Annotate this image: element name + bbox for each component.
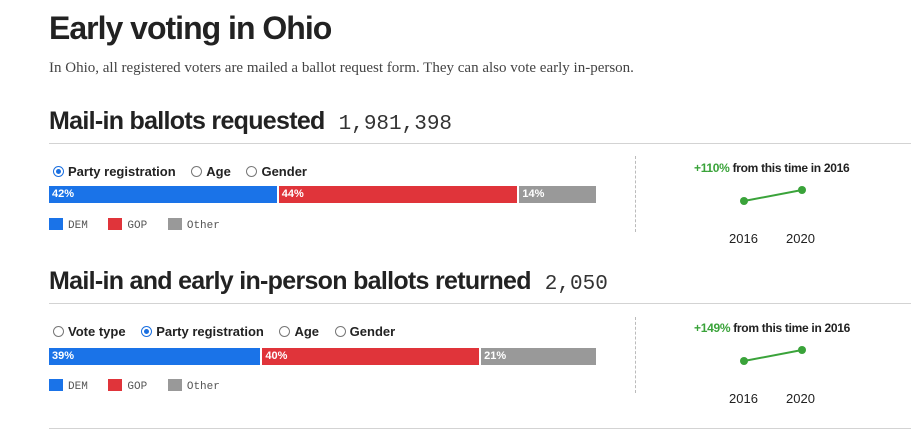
growth-label: +149% from this time in 2016: [694, 321, 850, 335]
legend-label: GOP: [127, 220, 148, 232]
radio-circle-icon: [53, 166, 64, 178]
sparkline-line: [743, 349, 803, 362]
legend-swatch: [49, 218, 63, 230]
breakdown-radio-group: Vote type Party registration Age Gender: [53, 323, 407, 339]
radio-circle-icon: [246, 166, 258, 178]
radio-age[interactable]: Age: [191, 164, 231, 179]
growth-percent: +149%: [694, 321, 731, 335]
growth-percent: +110%: [694, 161, 730, 175]
bar-segment-other: 14%: [519, 186, 596, 203]
legend-item-gop: GOP: [108, 379, 147, 393]
growth-text: from this time in 2016: [730, 321, 851, 335]
legend-swatch: [49, 379, 63, 391]
radio-circle-icon: [141, 326, 153, 338]
legend-swatch: [167, 218, 182, 230]
growth-sparkline: [740, 186, 806, 205]
radio-circle-icon: [191, 166, 203, 178]
radio-label: Vote type: [68, 324, 126, 340]
radio-gender[interactable]: Gender: [246, 164, 307, 179]
legend-label: DEM: [68, 381, 88, 393]
sparkline-point-2020: [798, 186, 806, 194]
breakdown-radio-group: Party registration Age Gender: [53, 163, 319, 179]
section-divider: [635, 317, 636, 393]
section-title: Mail-in and early in-person ballots retu…: [49, 267, 608, 296]
legend-label: Other: [186, 381, 220, 393]
bar-segment-label: 39%: [52, 350, 75, 362]
radio-label: Gender: [349, 324, 396, 340]
sparkline-line: [743, 189, 803, 202]
sparkline-point-2020: [798, 346, 806, 354]
growth-text: from this time in 2016: [729, 161, 850, 175]
legend-swatch: [167, 379, 182, 391]
radio-label: Age: [206, 164, 231, 180]
legend-label: Other: [186, 220, 220, 232]
radio-label: Party registration: [68, 164, 176, 180]
radio-circle-icon: [334, 326, 346, 338]
legend-label: GOP: [127, 381, 148, 393]
legend-item-other: Other: [167, 379, 220, 393]
section-total: 2,050: [544, 273, 608, 296]
party-share-bar: 39% 40% 21%: [49, 348, 596, 365]
bar-segment-other: 21%: [481, 348, 596, 365]
page-subtitle: In Ohio, all registered voters are maile…: [49, 60, 634, 76]
radio-vote-type[interactable]: Vote type: [53, 324, 126, 339]
radio-gender[interactable]: Gender: [334, 324, 396, 340]
year-label-2020: 2020: [786, 391, 815, 406]
radio-age[interactable]: Age: [279, 324, 319, 339]
bar-segment-label: 21%: [484, 350, 507, 362]
legend: DEM GOP Other: [49, 218, 234, 232]
legend-label: DEM: [68, 220, 88, 232]
bar-segment-label: 42%: [52, 188, 75, 200]
legend-item-gop: GOP: [108, 218, 147, 232]
bar-segment-gop: 40%: [262, 348, 482, 365]
party-share-bar: 42% 44% 14%: [49, 186, 596, 203]
legend-item-dem: DEM: [49, 218, 88, 232]
legend-item-other: Other: [167, 218, 220, 232]
section-title-text: Mail-in and early in-person ballots retu…: [49, 267, 531, 295]
section-total: 1,981,398: [338, 113, 453, 136]
bar-segment-gop: 44%: [278, 186, 520, 203]
bar-segment-dem: 42%: [49, 186, 279, 203]
year-label-2020: 2020: [786, 231, 815, 246]
bar-segment-label: 40%: [265, 350, 288, 362]
section-header: Mail-in ballots requested 1,981,398: [49, 107, 911, 144]
section-ballots-requested: Mail-in ballots requested 1,981,398 Party…: [49, 107, 911, 247]
radio-party-registration[interactable]: Party registration: [53, 164, 176, 179]
section-ballots-returned: Mail-in and early in-person ballots retu…: [49, 267, 911, 407]
radio-label: Gender: [261, 164, 307, 180]
legend-swatch: [108, 218, 123, 230]
growth-label: +110% from this time in 2016: [694, 161, 850, 175]
page-title: Early voting in Ohio: [49, 10, 332, 46]
radio-label: Party registration: [156, 324, 264, 340]
bar-segment-dem: 39%: [49, 348, 263, 365]
radio-circle-icon: [53, 326, 64, 338]
section-title-text: Mail-in ballots requested: [49, 107, 325, 135]
sparkline-point-2016: [740, 357, 748, 365]
legend-swatch: [108, 379, 123, 391]
radio-party-registration[interactable]: Party registration: [141, 324, 264, 339]
section-divider: [635, 156, 636, 232]
sparkline-point-2016: [740, 197, 748, 205]
year-label-2016: 2016: [729, 231, 758, 246]
section-title: Mail-in ballots requested 1,981,398: [49, 107, 452, 136]
radio-label: Age: [294, 324, 320, 340]
bar-segment-label: 14%: [522, 188, 545, 200]
radio-circle-icon: [279, 326, 291, 338]
section-header: Mail-in and early in-person ballots retu…: [49, 267, 911, 304]
legend: DEM GOP Other: [49, 379, 234, 393]
growth-sparkline: [740, 346, 806, 365]
year-label-2016: 2016: [729, 391, 758, 406]
bar-segment-label: 44%: [281, 188, 304, 200]
legend-item-dem: DEM: [49, 379, 88, 393]
bottom-divider: [49, 428, 911, 429]
